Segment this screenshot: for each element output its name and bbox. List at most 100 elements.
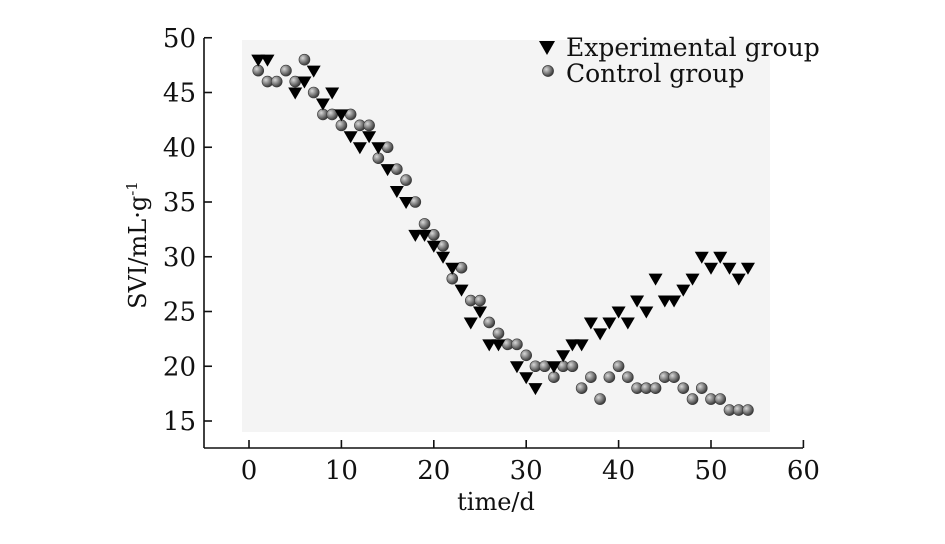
experimental-point — [325, 87, 340, 100]
experimental-point — [260, 54, 275, 67]
control-point — [649, 382, 662, 394]
experimental-point — [528, 383, 543, 396]
x-tick-label: 60 — [787, 456, 820, 486]
control-point — [474, 294, 486, 307]
control-point — [270, 75, 283, 88]
control-point — [575, 382, 588, 394]
legend-label-control: Control group — [566, 59, 744, 88]
y-tick-label: 25 — [163, 298, 196, 328]
experimental-point — [713, 251, 728, 264]
experimental-point — [251, 54, 266, 67]
control-point — [511, 338, 523, 351]
legend-label-experimental: Experimental group — [566, 33, 820, 62]
experimental-point — [454, 284, 469, 297]
x-tick-label: 40 — [602, 456, 635, 486]
experimental-point — [694, 251, 709, 264]
y-tick-label: 50 — [163, 24, 196, 54]
control-group-series — [252, 53, 754, 416]
experimental-point — [648, 273, 663, 286]
axes — [203, 38, 803, 449]
experimental-point — [667, 295, 682, 308]
control-point — [307, 86, 320, 99]
experimental-point — [417, 229, 432, 242]
control-point — [520, 349, 533, 362]
experimental-point — [583, 317, 598, 330]
experimental-point — [546, 361, 561, 374]
y-axis-ticks: 15 20 25 30 35 40 45 50 — [163, 24, 212, 437]
experimental-point — [288, 87, 303, 100]
legend-marker-control — [542, 65, 554, 77]
control-point — [372, 152, 385, 164]
control-point — [742, 404, 754, 416]
x-tick-label: 20 — [417, 456, 450, 486]
control-point — [280, 64, 292, 77]
experimental-group-series — [251, 54, 755, 396]
experimental-point — [574, 339, 589, 352]
control-point — [677, 382, 690, 394]
experimental-point — [482, 339, 497, 352]
experimental-point — [685, 273, 700, 286]
control-point — [594, 393, 606, 405]
experimental-point — [352, 142, 367, 155]
control-point — [298, 53, 311, 66]
experimental-point — [639, 306, 654, 319]
experimental-point — [473, 306, 487, 319]
legend: Experimental group Control group — [539, 33, 820, 88]
control-point — [418, 218, 431, 230]
control-point — [492, 327, 505, 340]
experimental-point — [740, 262, 755, 275]
experimental-point — [408, 229, 423, 242]
y-tick-label: 45 — [163, 79, 196, 109]
control-point — [400, 174, 412, 186]
experimental-point — [630, 295, 645, 308]
experimental-point — [380, 164, 395, 177]
experimental-point — [593, 328, 608, 341]
y-tick-label: 40 — [163, 133, 196, 163]
y-axis-title-superscript: -1 — [123, 181, 141, 196]
experimental-point — [556, 350, 571, 363]
experimental-point — [445, 262, 460, 275]
experimental-point — [334, 109, 349, 122]
experimental-point — [509, 361, 524, 374]
control-point — [695, 382, 708, 394]
control-point — [585, 371, 597, 384]
control-point — [668, 371, 680, 384]
experimental-point — [491, 339, 506, 352]
experimental-point — [463, 317, 478, 330]
experimental-point — [297, 76, 312, 89]
plot-background — [242, 40, 770, 432]
y-tick-label: 30 — [163, 243, 196, 273]
x-axis-ticks: 0 10 20 30 40 50 60 — [241, 440, 820, 486]
experimental-point — [565, 339, 580, 352]
experimental-point — [611, 306, 626, 319]
experimental-point — [602, 317, 617, 330]
control-point — [566, 360, 579, 373]
control-point — [548, 371, 560, 384]
control-point — [714, 393, 727, 405]
control-point — [603, 371, 616, 384]
control-point — [622, 371, 634, 384]
experimental-point — [704, 262, 718, 275]
x-tick-label: 0 — [241, 456, 258, 486]
legend-marker-experimental — [539, 41, 555, 55]
y-tick-label: 35 — [163, 188, 196, 218]
y-tick-label: 20 — [163, 352, 196, 382]
experimental-point — [371, 142, 386, 155]
control-point — [483, 316, 496, 329]
experimental-point — [399, 197, 414, 209]
y-axis-title: SVI/mL·g-1 — [123, 181, 152, 309]
control-point — [335, 119, 348, 132]
x-tick-label: 50 — [694, 456, 727, 486]
experimental-point — [306, 65, 321, 78]
experimental-point — [426, 240, 441, 253]
experimental-point — [722, 262, 737, 275]
y-axis-title-main: SVI/mL·g — [124, 196, 152, 309]
experimental-point — [343, 131, 358, 144]
y-tick-label: 15 — [163, 407, 196, 437]
experimental-point — [315, 98, 330, 111]
experimental-point — [731, 273, 746, 286]
experimental-point — [362, 131, 377, 144]
x-axis-title: time/d — [457, 488, 535, 516]
experimental-point — [676, 284, 691, 297]
